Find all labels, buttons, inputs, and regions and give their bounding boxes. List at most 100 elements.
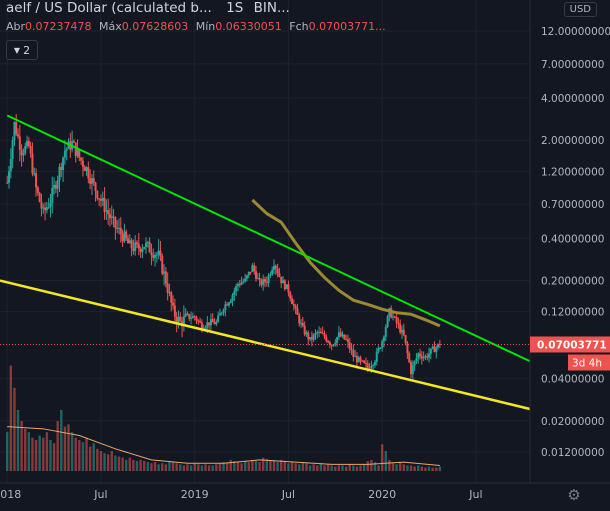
volume-bar xyxy=(377,465,380,471)
symbol-title[interactable]: aelf / US Dollar (calculated b... xyxy=(6,0,212,16)
candle-body xyxy=(45,207,48,211)
volume-ma-line xyxy=(7,426,440,466)
candle-body xyxy=(141,248,144,253)
volume-bar xyxy=(6,432,9,471)
volume-bar xyxy=(153,462,157,471)
candle-body xyxy=(154,254,157,258)
countdown-badge xyxy=(568,354,610,371)
candle-body xyxy=(231,295,234,301)
candle-body xyxy=(222,310,225,313)
volume-bar xyxy=(236,462,240,471)
volume-bar xyxy=(258,462,261,471)
candle-body xyxy=(240,282,243,285)
candle-body xyxy=(404,335,407,344)
candle-body xyxy=(359,357,362,361)
candle-body xyxy=(352,350,355,357)
volume-bar xyxy=(272,461,276,471)
volume-bar xyxy=(388,459,391,471)
volume-bar xyxy=(103,453,106,471)
open-value: 0.07237478 xyxy=(25,20,92,33)
candle-body xyxy=(56,180,59,189)
candle-body xyxy=(155,254,158,256)
candle-body xyxy=(422,356,425,359)
candle-body xyxy=(136,242,139,244)
candle-body xyxy=(44,207,47,211)
candle-body xyxy=(168,292,171,294)
y-tick-label: 0.70000000 xyxy=(541,199,604,211)
candle-body xyxy=(159,250,162,257)
candle-body xyxy=(262,279,265,285)
candle-body xyxy=(38,192,41,202)
volume-bar xyxy=(193,463,196,471)
interval-label[interactable]: 1S xyxy=(226,0,244,16)
upper-trendline xyxy=(6,114,531,363)
candle-body xyxy=(78,149,81,158)
candle-body xyxy=(99,199,102,201)
candle-body xyxy=(372,364,375,367)
symbol-title-row[interactable]: aelf / US Dollar (calculated b... 1S BIN… xyxy=(6,0,290,18)
candle-body xyxy=(204,327,207,329)
candle-body xyxy=(346,339,349,343)
candle-body xyxy=(355,356,358,363)
candle-body xyxy=(321,333,324,335)
indicators-toggle-button[interactable]: ▼ 2 xyxy=(6,40,38,60)
y-tick-label: 2.00000000 xyxy=(541,135,604,147)
candle-body xyxy=(395,316,398,323)
volume-bar xyxy=(326,464,330,471)
candle-body xyxy=(408,353,411,363)
candle-body xyxy=(186,313,189,315)
volume-bar xyxy=(316,465,319,471)
candle-body xyxy=(18,136,21,150)
volume-bar xyxy=(60,409,63,471)
candle-body xyxy=(110,216,113,219)
time-axis: 2018 Jul 2019 Jul 2020 Jul xyxy=(0,482,610,507)
y-tick-label: 0.40000000 xyxy=(541,233,604,245)
candle-body xyxy=(130,240,133,249)
volume-bar xyxy=(16,409,20,471)
candle-body xyxy=(309,337,312,340)
candle-body xyxy=(377,347,380,352)
candle-body xyxy=(332,344,335,346)
currency-button[interactable]: USD xyxy=(563,2,597,17)
volume-bar xyxy=(186,464,189,471)
candle-body xyxy=(253,265,256,272)
candle-body xyxy=(145,242,148,247)
candle-body xyxy=(92,178,95,183)
candle-body xyxy=(368,367,371,369)
candle-body xyxy=(343,334,346,340)
candle-body xyxy=(264,279,266,282)
volume-bar xyxy=(92,443,95,471)
candle-body xyxy=(314,333,317,335)
candle-body xyxy=(29,145,32,154)
volume-bar xyxy=(211,465,214,471)
candle-body xyxy=(301,322,304,326)
volume-bar xyxy=(171,462,175,471)
y-tick-label: 4.00000000 xyxy=(541,93,604,105)
grid xyxy=(0,0,530,483)
volume-bar xyxy=(27,432,31,471)
candle-body xyxy=(152,255,155,258)
candle-body xyxy=(40,201,43,209)
candle-body xyxy=(283,280,286,290)
volume-bar xyxy=(189,465,193,471)
candle-body xyxy=(188,314,191,319)
volume-bar xyxy=(280,459,283,471)
y-tick-label: 0.20000000 xyxy=(541,276,604,288)
candle-body xyxy=(197,320,200,322)
candle-body xyxy=(327,340,330,343)
candle-body xyxy=(233,291,236,296)
candle-body xyxy=(254,271,257,279)
candle-body xyxy=(238,283,241,285)
x-tick-label: Jul xyxy=(93,488,107,501)
candle-body xyxy=(224,304,227,311)
volume-bar xyxy=(182,465,186,471)
candle-body xyxy=(101,197,104,201)
volume-bar xyxy=(110,451,113,471)
volume-bar xyxy=(13,387,16,471)
candle-body xyxy=(170,292,173,303)
candle-body xyxy=(267,275,270,283)
gear-icon[interactable]: ⚙ xyxy=(567,486,581,504)
candle-body xyxy=(123,231,126,242)
